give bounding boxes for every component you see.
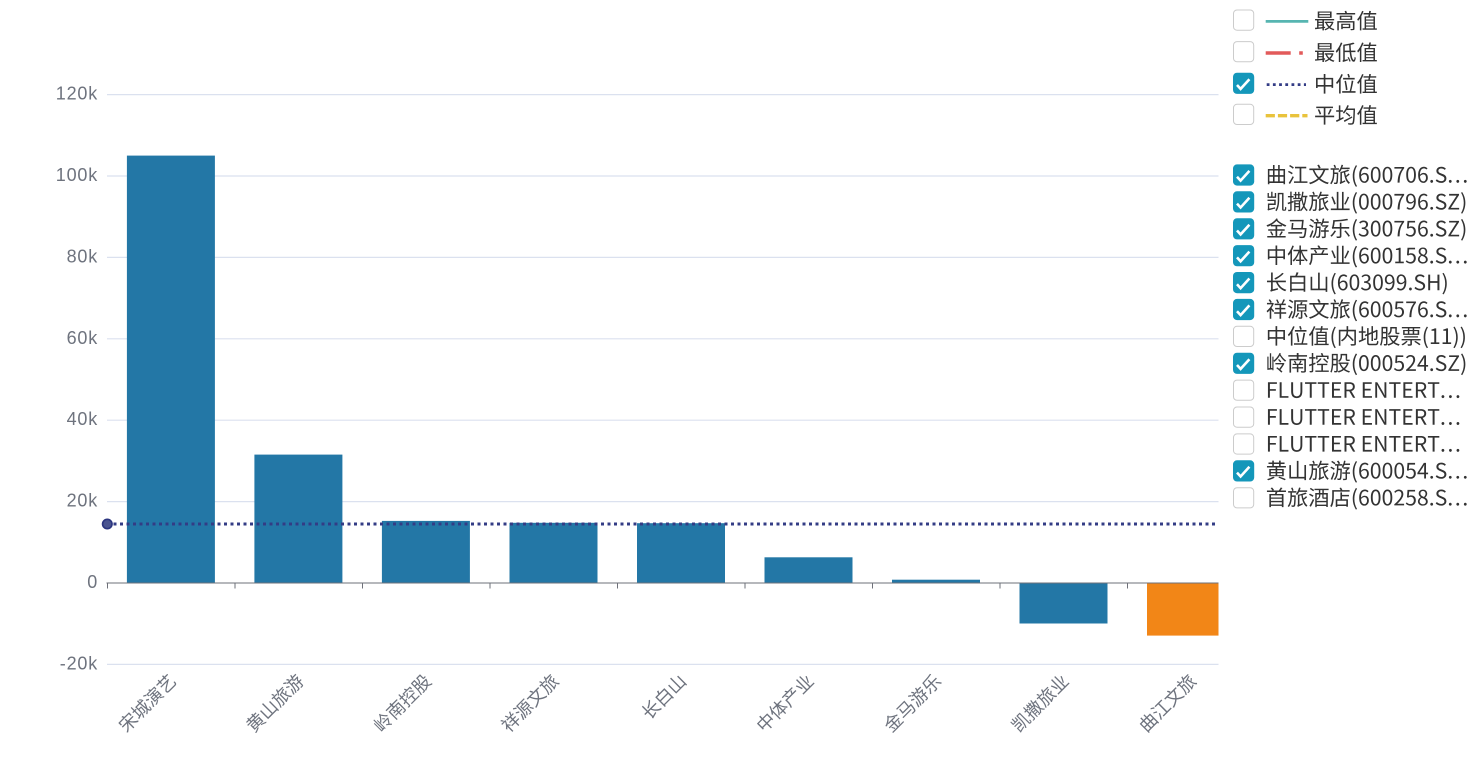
svg-text:40k: 40k	[67, 409, 99, 429]
svg-text:0: 0	[87, 572, 98, 592]
svg-text:120k: 120k	[56, 84, 98, 104]
svg-text:20k: 20k	[67, 491, 99, 511]
svg-text:100k: 100k	[56, 165, 98, 185]
svg-text:80k: 80k	[67, 246, 99, 266]
svg-text:-20k: -20k	[60, 653, 98, 673]
svg-text:60k: 60k	[67, 328, 99, 348]
